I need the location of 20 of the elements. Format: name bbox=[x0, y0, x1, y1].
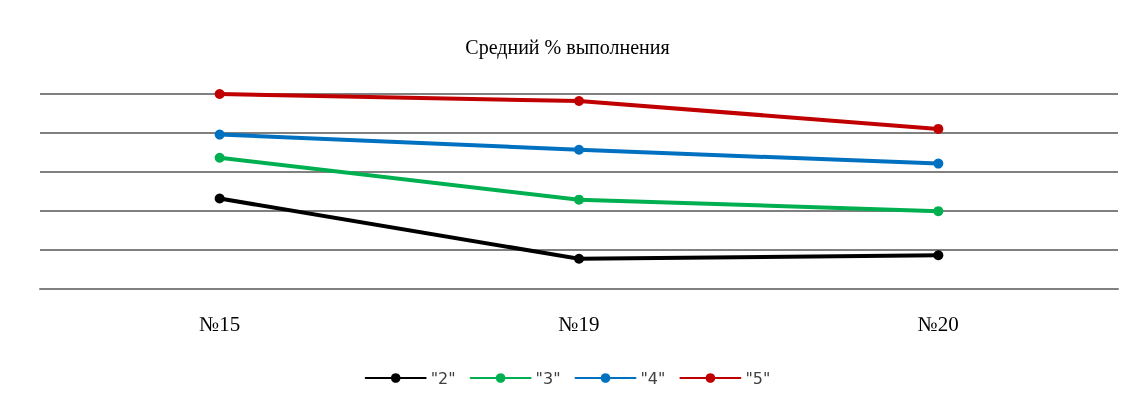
point bbox=[574, 194, 584, 205]
point bbox=[214, 89, 225, 99]
point bbox=[933, 123, 944, 134]
point bbox=[214, 193, 225, 204]
point bbox=[933, 206, 944, 217]
x-tick-label: №15 bbox=[199, 311, 241, 336]
legend-label: "5" bbox=[745, 368, 771, 388]
x-tick-label: №20 bbox=[917, 311, 959, 336]
point bbox=[574, 96, 584, 107]
legend-label: "4" bbox=[640, 368, 666, 388]
point bbox=[574, 253, 584, 264]
legend-label: "3" bbox=[535, 368, 561, 388]
x-tick-label: №19 bbox=[558, 311, 600, 336]
point bbox=[933, 158, 944, 169]
legend-label: "2" bbox=[430, 368, 456, 388]
chart-title: Средний % выполнения bbox=[465, 36, 670, 59]
point bbox=[214, 152, 225, 163]
point bbox=[933, 250, 944, 261]
point bbox=[214, 129, 225, 140]
point bbox=[574, 144, 584, 155]
